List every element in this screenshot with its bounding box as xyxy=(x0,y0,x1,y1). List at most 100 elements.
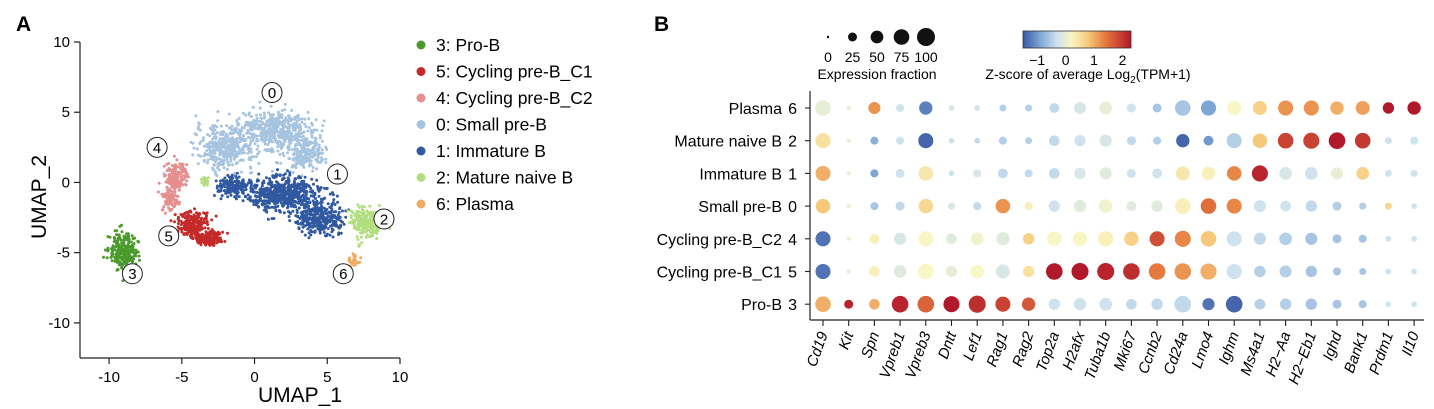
umap-point xyxy=(233,149,237,153)
umap-legend-item: 6: Plasma xyxy=(416,194,514,214)
umap-point xyxy=(355,235,359,239)
umap-points xyxy=(102,100,392,283)
umap-cluster-label: 4 xyxy=(146,136,168,158)
umap-point xyxy=(308,162,312,166)
dot-plot-dot xyxy=(1176,134,1190,148)
umap-point xyxy=(321,197,325,201)
umap-point xyxy=(267,201,271,205)
dot-plot-dot xyxy=(846,204,851,209)
umap-point xyxy=(276,133,280,137)
umap-y-tick-label: 0 xyxy=(62,174,70,191)
umap-point xyxy=(288,123,292,127)
umap-point xyxy=(254,203,258,207)
umap-point xyxy=(314,136,318,140)
umap-point xyxy=(310,230,314,234)
umap-point xyxy=(177,188,181,192)
umap-point xyxy=(226,160,230,164)
umap-point xyxy=(236,152,240,156)
umap-point xyxy=(172,194,176,198)
umap-point xyxy=(303,233,307,237)
umap-point xyxy=(307,117,311,121)
umap-cluster-label-text: 4 xyxy=(153,140,161,157)
umap-point xyxy=(253,119,257,123)
umap-point xyxy=(205,149,209,153)
umap-point xyxy=(230,146,234,150)
umap-point xyxy=(226,155,230,159)
umap-point xyxy=(210,218,214,222)
umap-point xyxy=(284,116,288,120)
umap-point xyxy=(217,168,221,172)
umap-point xyxy=(257,205,261,209)
dot-plot-dot xyxy=(1358,234,1367,243)
umap-point xyxy=(309,208,313,212)
dot-plot-dot xyxy=(970,264,984,279)
umap-point xyxy=(173,204,177,208)
umap-x-tick-label: 10 xyxy=(392,369,409,386)
dot-plot-dot xyxy=(1411,235,1417,242)
umap-point xyxy=(304,125,308,129)
umap-point xyxy=(136,250,140,254)
umap-point xyxy=(235,176,239,180)
umap-point xyxy=(342,222,346,226)
dot-plot-dot xyxy=(1175,100,1191,116)
umap-point xyxy=(226,187,230,191)
umap-legend-label: 3: Pro-B xyxy=(436,35,500,55)
umap-point xyxy=(305,190,309,194)
umap-point xyxy=(138,258,141,262)
dot-plot-gene-label: Ighm xyxy=(1216,330,1243,367)
umap-point xyxy=(247,178,251,182)
umap-point xyxy=(222,181,226,185)
umap-point xyxy=(296,113,300,117)
umap-point xyxy=(170,185,174,189)
umap-point xyxy=(200,234,203,238)
umap-point xyxy=(173,174,177,178)
umap-point xyxy=(248,143,252,147)
dot-plot-dot xyxy=(1152,168,1163,179)
umap-point xyxy=(221,230,225,234)
umap-point xyxy=(208,237,212,241)
umap-point xyxy=(223,240,227,243)
dot-plot-dot xyxy=(968,295,986,313)
umap-cluster-label-circle xyxy=(158,225,180,247)
umap-point xyxy=(311,155,315,159)
umap-point xyxy=(195,239,199,243)
umap-point xyxy=(310,151,314,155)
umap-legend-label: 0: Small pre-B xyxy=(436,115,547,135)
umap-point xyxy=(306,153,310,157)
umap-point xyxy=(273,188,276,192)
umap-point xyxy=(278,140,282,144)
umap-point xyxy=(229,159,233,163)
umap-point xyxy=(173,187,177,191)
umap-point xyxy=(280,133,284,136)
umap-point xyxy=(174,178,178,182)
umap-point xyxy=(294,214,298,218)
umap-point xyxy=(272,134,276,138)
umap-x-tick-label: -10 xyxy=(98,369,120,386)
umap-point xyxy=(301,218,305,222)
umap-point xyxy=(299,222,303,226)
dot-plot-dot xyxy=(918,166,934,181)
umap-point xyxy=(369,230,372,234)
umap-point xyxy=(120,230,124,234)
umap-point xyxy=(281,143,285,147)
umap-point xyxy=(323,221,327,225)
umap-point xyxy=(315,167,318,171)
umap-point xyxy=(369,218,373,222)
umap-point xyxy=(339,225,342,229)
umap-point xyxy=(172,197,176,201)
umap-point xyxy=(125,238,129,242)
umap-point xyxy=(317,143,321,147)
panel-label-b: B xyxy=(654,13,669,36)
umap-point xyxy=(367,223,371,227)
umap-point xyxy=(259,190,263,194)
umap-point xyxy=(265,195,269,199)
umap-point xyxy=(189,140,193,144)
umap-point xyxy=(293,115,297,119)
umap-point xyxy=(276,181,280,185)
umap-point xyxy=(106,235,110,239)
umap-point xyxy=(180,230,184,234)
dot-plot-dot xyxy=(1098,231,1114,247)
dot-plot-dot xyxy=(948,137,955,144)
umap-point xyxy=(287,192,291,196)
umap-point xyxy=(218,137,222,141)
